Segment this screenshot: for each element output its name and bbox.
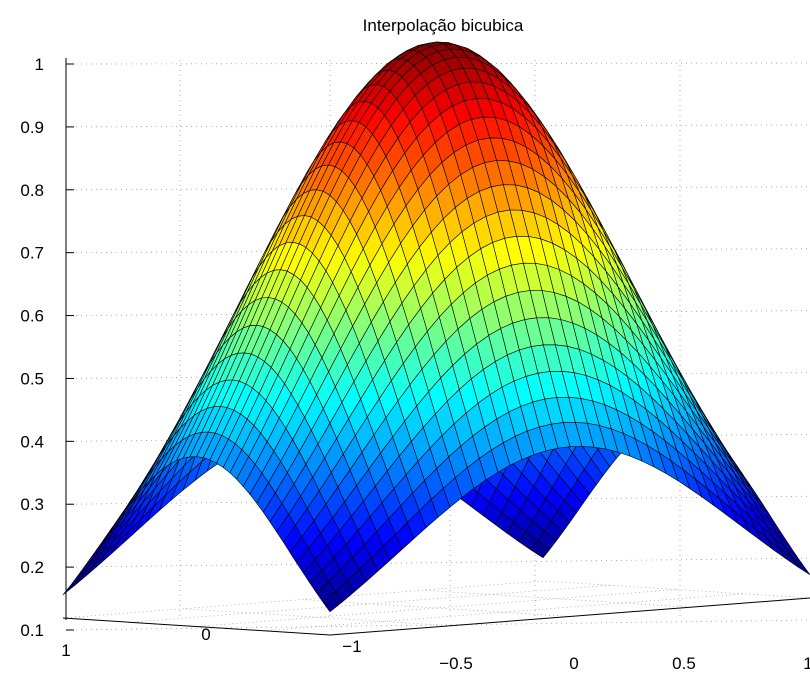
grid-line — [129, 584, 610, 623]
y-tick-label: 0 — [201, 625, 210, 644]
grid-line — [65, 62, 810, 65]
grid-line — [542, 580, 810, 599]
axes — [62, 58, 810, 636]
grid-line — [196, 589, 677, 627]
x-tick-label: 0 — [569, 654, 578, 673]
grid-line — [65, 186, 810, 191]
grid-line — [65, 372, 810, 379]
surface-cell — [322, 591, 343, 613]
y-tick-label: 1 — [61, 641, 70, 660]
chart-title: Interpolação bicubica — [363, 16, 524, 35]
z-tick-label: 0.6 — [20, 307, 44, 326]
grid-lines — [62, 60, 810, 636]
grid-line — [65, 124, 810, 128]
z-tick-label: 0.8 — [20, 181, 44, 200]
grid-line — [65, 248, 810, 254]
x-tick-label: 0.5 — [672, 654, 696, 673]
z-tick-label: 0.3 — [20, 495, 44, 514]
y-axis-line — [62, 617, 331, 636]
x-tick-label: −1 — [342, 637, 361, 656]
surface-mesh — [62, 41, 810, 613]
grid-line — [422, 589, 691, 608]
grid-line — [65, 619, 810, 631]
x-axis-line — [329, 597, 810, 636]
z-tick-label: 0.4 — [20, 432, 44, 451]
x-tick-label: 1 — [803, 654, 810, 673]
z-tick-label: 0.9 — [20, 118, 44, 137]
grid-line — [65, 310, 810, 316]
z-tick-label: 0.7 — [20, 244, 44, 263]
x-tick-label: −0.5 — [439, 654, 473, 673]
z-tick-label: 0.5 — [20, 369, 44, 388]
z-tick-label: 0.2 — [20, 558, 44, 577]
z-tick-label: 0.1 — [20, 621, 44, 640]
grid-line — [182, 608, 451, 627]
grid-line — [65, 557, 810, 568]
grid-line — [65, 495, 810, 505]
grid-line — [62, 580, 544, 619]
tick-labels: 0.1 0.2 0.3 0.4 0.5 0.6 0.7 0.8 0.9 1 −1 −0.5 0 0.5 1 1… — [20, 55, 810, 673]
z-tick-label: 1 — [35, 55, 44, 74]
grid-line — [263, 593, 744, 632]
grid-line — [302, 599, 571, 617]
